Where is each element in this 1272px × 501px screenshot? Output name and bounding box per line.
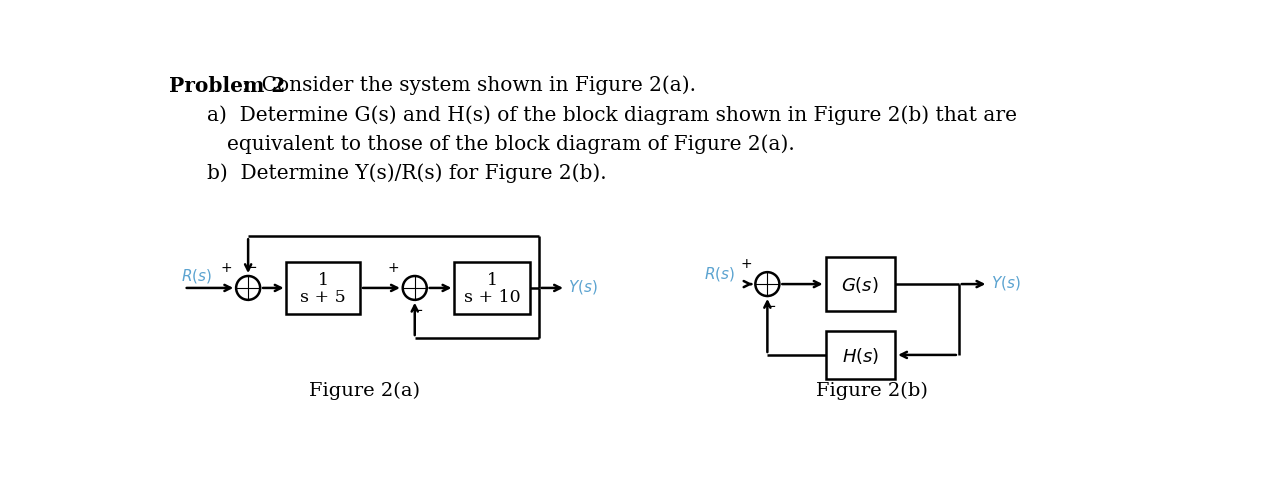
Text: 1: 1	[318, 271, 328, 288]
Text: s + 10: s + 10	[464, 289, 520, 306]
Text: +: +	[221, 260, 233, 274]
Text: 1: 1	[487, 271, 497, 288]
Text: Figure 2(b): Figure 2(b)	[817, 381, 929, 400]
Text: $Y(s)$: $Y(s)$	[569, 277, 598, 295]
Bar	[454, 262, 530, 315]
Text: a)  Determine G(s) and H(s) of the block diagram shown in Figure 2(b) that are: a) Determine G(s) and H(s) of the block …	[207, 105, 1018, 124]
Text: $R(s)$: $R(s)$	[182, 267, 212, 285]
Text: b)  Determine Y(s)/R(s) for Figure 2(b).: b) Determine Y(s)/R(s) for Figure 2(b).	[207, 163, 607, 183]
Text: −: −	[411, 303, 424, 318]
Text: $G(s)$: $G(s)$	[842, 275, 879, 295]
Text: $H(s)$: $H(s)$	[842, 345, 879, 365]
Text: −: −	[763, 299, 776, 314]
Text: −: −	[244, 259, 257, 274]
Text: :  Consider the system shown in Figure 2(a).: : Consider the system shown in Figure 2(…	[242, 76, 696, 95]
Bar	[286, 262, 360, 315]
Text: $Y(s)$: $Y(s)$	[991, 273, 1020, 291]
Text: equivalent to those of the block diagram of Figure 2(a).: equivalent to those of the block diagram…	[228, 134, 795, 153]
Bar	[826, 258, 895, 312]
Text: +: +	[740, 257, 752, 271]
Text: +: +	[388, 260, 399, 274]
Text: $R(s)$: $R(s)$	[703, 264, 735, 282]
Text: Figure 2(a): Figure 2(a)	[309, 381, 420, 400]
Text: s + 5: s + 5	[300, 289, 346, 306]
Bar	[826, 331, 895, 379]
Text: Problem 2: Problem 2	[169, 76, 285, 96]
